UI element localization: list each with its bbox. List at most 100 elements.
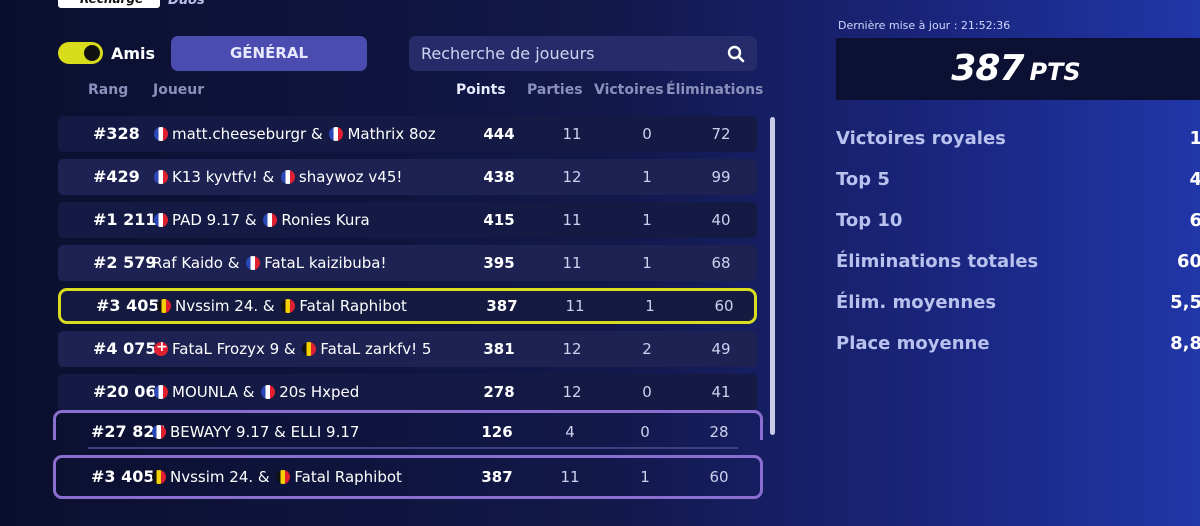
leaderboard-row[interactable]: #429 K13 kyvtfv! & shaywoz v45! 438 12 1 99 xyxy=(58,159,757,195)
points: 278 xyxy=(483,383,515,401)
points: 381 xyxy=(483,340,515,358)
leaderboard-row[interactable]: #3 405 Nvssim 24. & Fatal Raphibot 387 11 1 6… xyxy=(58,288,757,324)
player-name: Fatal Raphibot xyxy=(294,468,402,486)
stat-label: Élim. moyennes xyxy=(836,292,997,313)
matches: 11 xyxy=(565,297,585,315)
player-name: 20s Hxped xyxy=(279,383,360,401)
points: 444 xyxy=(483,125,515,143)
rank: #429 xyxy=(93,167,140,186)
leaderboard-row[interactable]: #3 405 Nvssim 24. & Fatal Raphibot 387 11 1 6… xyxy=(53,455,763,499)
wins: 1 xyxy=(642,254,652,272)
points-unit: PTS xyxy=(1029,58,1081,86)
wins: 2 xyxy=(642,340,652,358)
player-name: FataL kaizibuba! xyxy=(264,254,387,272)
own-row: #3 405 Nvssim 24. & Fatal Raphibot 387 11 1 6… xyxy=(50,455,770,499)
flag xyxy=(261,385,276,399)
player-name: Mathrix 8oz xyxy=(347,125,436,143)
eliminations: 49 xyxy=(711,340,731,358)
wins: 1 xyxy=(642,168,652,186)
tab[interactable]: GÉNÉRAL xyxy=(171,36,367,71)
search-icon xyxy=(727,45,745,63)
flag xyxy=(154,170,168,184)
leaderboard-row[interactable]: #27 826 BEWAYY 9.17 & ELLI 9.17 126 4 0 28 xyxy=(53,410,763,440)
scrollbar[interactable] xyxy=(770,117,775,435)
flag xyxy=(154,332,168,362)
player-name: matt.cheeseburgr xyxy=(172,125,307,143)
rank: #1 211 xyxy=(93,210,157,229)
leaderboard-row[interactable]: #20 062 MOUNLA & 20s Hxped 278 12 0 41 xyxy=(58,374,757,410)
separator: & xyxy=(274,423,286,440)
points: 415 xyxy=(483,211,515,229)
leaderboard-row[interactable]: #2 579 Raf Kaido & FataL kaizibuba! 395 11 1… xyxy=(58,245,757,281)
matches: 11 xyxy=(562,254,582,272)
flag xyxy=(280,170,295,184)
separator: & xyxy=(283,340,296,358)
player-name: FataL Frozyx 9 xyxy=(172,340,280,358)
shape xyxy=(727,45,742,60)
eliminations: 99 xyxy=(711,168,731,186)
shape xyxy=(737,55,745,63)
players: PAD 9.17 & Ronies Kura xyxy=(152,202,370,238)
eliminations: 72 xyxy=(711,125,731,143)
eliminations: 41 xyxy=(711,383,731,401)
search-box[interactable]: Recherche de joueurs xyxy=(409,36,757,71)
flag xyxy=(157,299,171,313)
stat-value: 5,5 xyxy=(1170,292,1200,313)
column-header: Joueur xyxy=(153,82,205,98)
flag xyxy=(154,127,168,141)
stat-value: 4 xyxy=(1189,169,1200,190)
points-box: 387 PTS xyxy=(836,38,1200,100)
wins: 0 xyxy=(642,383,652,401)
players: BEWAYY 9.17 & ELLI 9.17 xyxy=(150,413,359,440)
leaderboard: #328 matt.cheeseburgr & Mathrix 8oz 444 11 0… xyxy=(50,110,770,440)
players: FataL Frozyx 9 & FataL zarkfv! 5 xyxy=(152,331,431,367)
leaderboard-row[interactable]: #4 075FataL Frozyx 9 & FataL zarkfv! 538… xyxy=(58,331,757,367)
points: 395 xyxy=(483,254,515,272)
player-name: K13 kyvtfv! xyxy=(172,168,258,186)
player-name: FataL zarkfv! 5 xyxy=(320,340,432,358)
flag xyxy=(263,213,278,227)
points: 126 xyxy=(481,423,513,440)
matches: 11 xyxy=(562,211,582,229)
friends-toggle[interactable] xyxy=(58,42,103,64)
column-header: Éliminations xyxy=(666,82,764,98)
flag xyxy=(281,299,296,313)
leaderboard-row[interactable]: #1 211 PAD 9.17 & Ronies Kura 415 11 1 40 xyxy=(58,202,757,238)
player-name: PAD 9.17 xyxy=(172,211,241,229)
player-name: shaywoz v45! xyxy=(298,168,403,186)
players: matt.cheeseburgr & Mathrix 8oz xyxy=(152,116,436,152)
players: K13 kyvtfv! & shaywoz v45! xyxy=(152,159,402,195)
flag xyxy=(329,127,344,141)
wins: 0 xyxy=(640,423,650,440)
separator: & xyxy=(227,254,240,272)
players: Nvssim 24. & Fatal Raphibot xyxy=(150,458,402,496)
stat-label: Place moyenne xyxy=(836,333,990,354)
last-update: Dernière mise à jour : 21:52:36 xyxy=(838,19,1011,32)
rank: #3 405 xyxy=(96,296,160,315)
eliminations: 28 xyxy=(709,423,729,440)
leaderboard-row[interactable]: #328 matt.cheeseburgr & Mathrix 8oz 444 11 0… xyxy=(58,116,757,152)
player-name: ELLI 9.17 xyxy=(290,423,360,440)
rank: #328 xyxy=(93,124,140,143)
players: Nvssim 24. & Fatal Raphibot xyxy=(155,291,407,321)
eliminations: 68 xyxy=(711,254,731,272)
eliminations: 60 xyxy=(714,297,734,315)
flag xyxy=(152,470,166,484)
matches: 12 xyxy=(562,383,582,401)
flag xyxy=(154,385,168,399)
flag xyxy=(154,213,168,227)
rank: #4 075 xyxy=(93,339,157,358)
matches: 11 xyxy=(560,468,580,486)
search-placeholder: Recherche de joueurs xyxy=(421,44,595,63)
stat-value: 1 xyxy=(1189,128,1200,149)
matches: 11 xyxy=(562,125,582,143)
flag xyxy=(276,470,291,484)
mode: Duos xyxy=(168,0,205,8)
eliminations: 60 xyxy=(709,468,729,486)
player-name: Nvssim 24. xyxy=(170,468,254,486)
player-name: Nvssim 24. xyxy=(175,297,259,315)
stat-label: Victoires royales xyxy=(836,128,1006,149)
stat-label: Top 5 xyxy=(836,169,890,190)
wins: 1 xyxy=(642,211,652,229)
points: 387 xyxy=(486,297,518,315)
